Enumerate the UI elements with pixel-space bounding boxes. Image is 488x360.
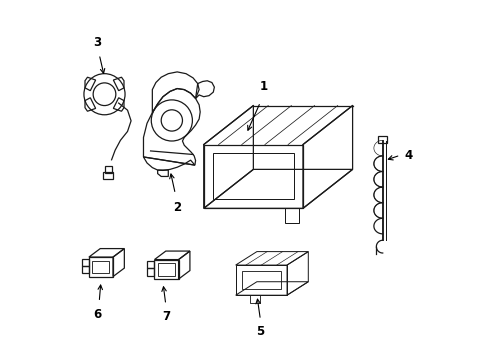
Text: 7: 7 (162, 310, 169, 323)
Text: 3: 3 (93, 36, 102, 49)
Bar (249, 295, 260, 303)
Bar (103, 172, 113, 179)
Text: 2: 2 (173, 201, 181, 214)
Bar (105, 166, 112, 173)
Text: 5: 5 (256, 325, 264, 338)
Bar (377, 136, 386, 143)
Text: 6: 6 (93, 307, 102, 321)
Bar (147, 261, 154, 269)
Text: 4: 4 (403, 149, 411, 162)
Bar (81, 266, 89, 273)
Bar (147, 269, 154, 275)
Bar (81, 259, 89, 266)
Text: 1: 1 (260, 80, 267, 93)
